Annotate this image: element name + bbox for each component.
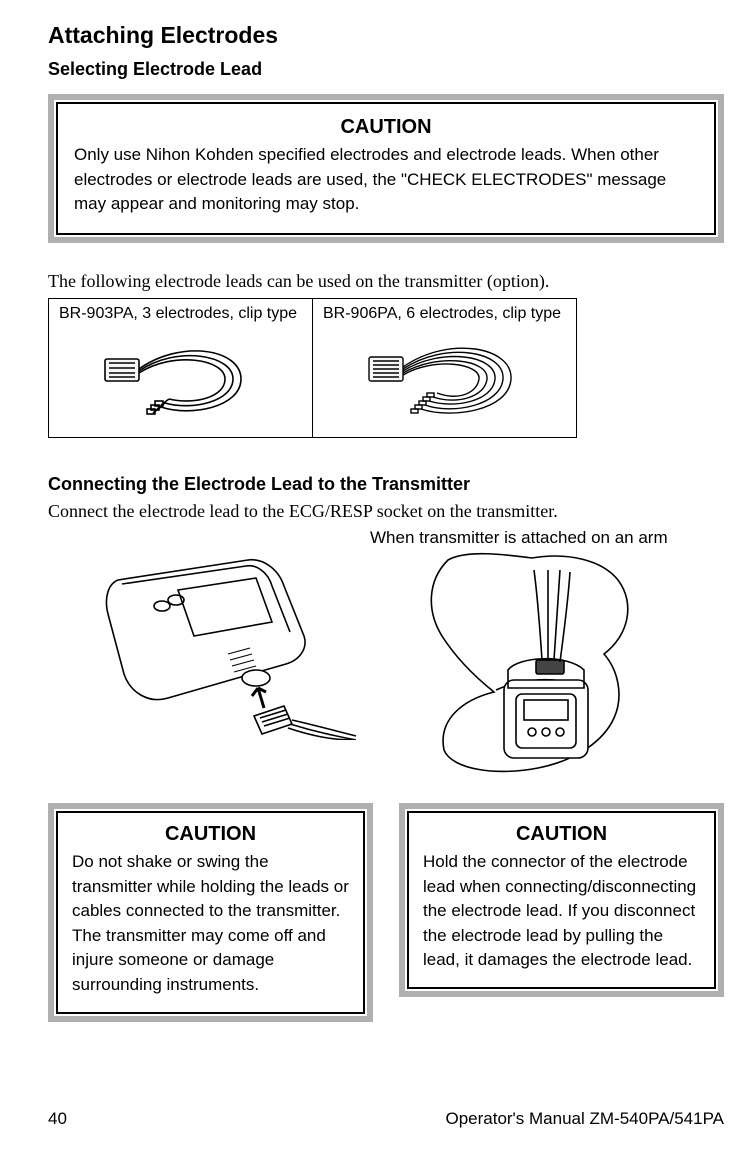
section2-title: Connecting the Electrode Lead to the Tra… [48, 474, 724, 495]
intro-text-1: The following electrode leads can be use… [48, 271, 724, 292]
lead-3-electrode-icon [91, 329, 271, 425]
caution-heading: CAUTION [74, 116, 698, 139]
caution-body: Only use Nihon Kohden specified electrod… [74, 143, 698, 217]
caution2-body: Do not shake or swing the transmitter wh… [72, 850, 349, 998]
manual-title: Operator's Manual ZM-540PA/541PA [445, 1109, 724, 1129]
caution3-heading: CAUTION [423, 823, 700, 846]
page-title: Attaching Electrodes [48, 22, 724, 49]
section2-intro: Connect the electrode lead to the ECG/RE… [48, 501, 724, 522]
page-footer: 40 Operator's Manual ZM-540PA/541PA [48, 1109, 724, 1129]
lead-label-right: BR-906PA, 6 electrodes, clip type [323, 305, 566, 323]
caution-row: CAUTION Do not shake or swing the transm… [48, 803, 724, 1050]
caution-box-1: CAUTION Only use Nihon Kohden specified … [48, 94, 724, 243]
figure-row [48, 550, 724, 785]
caution3-body: Hold the connector of the electrode lead… [423, 850, 700, 973]
transmitter-connector-figure [78, 550, 358, 740]
lead-cell-right: BR-906PA, 6 electrodes, clip type [313, 298, 577, 437]
page-number: 40 [48, 1109, 67, 1129]
transmitter-on-arm-figure [408, 550, 668, 780]
caution-box-2: CAUTION Do not shake or swing the transm… [48, 803, 373, 1022]
caution-box-3: CAUTION Hold the connector of the electr… [399, 803, 724, 997]
lead-6-electrode-icon [355, 329, 535, 425]
section-subtitle: Selecting Electrode Lead [48, 59, 724, 80]
electrode-lead-table: BR-903PA, 3 electrodes, clip type [48, 298, 577, 438]
arm-attached-note: When transmitter is attached on an arm [370, 528, 724, 548]
lead-label-left: BR-903PA, 3 electrodes, clip type [59, 305, 302, 323]
caution2-heading: CAUTION [72, 823, 349, 846]
lead-cell-left: BR-903PA, 3 electrodes, clip type [49, 298, 313, 437]
